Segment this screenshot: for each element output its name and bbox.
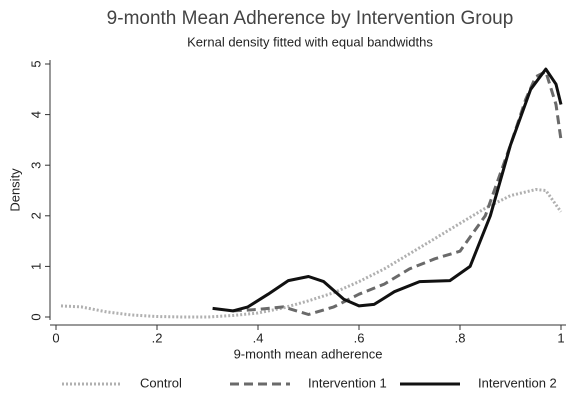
x-tick-label: .2 xyxy=(152,330,163,345)
y-tick-label: 4 xyxy=(28,111,43,118)
y-tick-label: 3 xyxy=(28,162,43,169)
series-line xyxy=(232,70,563,316)
legend-label: Control xyxy=(140,375,182,390)
series-line xyxy=(212,67,563,313)
chart-subtitle: Kernal density fitted with equal bandwid… xyxy=(187,34,433,49)
x-axis-label: 9-month mean adherence xyxy=(234,346,383,361)
series-line xyxy=(60,188,563,319)
x-tick-label: .8 xyxy=(455,330,466,345)
legend-label: Intervention 1 xyxy=(308,375,387,390)
y-tick-label: 2 xyxy=(28,212,43,219)
y-tick-label: 0 xyxy=(28,313,43,320)
y-tick-label: 5 xyxy=(28,60,43,67)
x-tick-label: 1 xyxy=(557,330,564,345)
chart-title: 9-month Mean Adherence by Intervention G… xyxy=(107,8,514,29)
legend-label: Intervention 2 xyxy=(478,375,557,390)
y-axis-label: Density xyxy=(7,168,22,212)
y-tick-label: 1 xyxy=(28,263,43,270)
x-tick-label: .4 xyxy=(253,330,264,345)
x-tick-label: .6 xyxy=(354,330,365,345)
x-tick-label: 0 xyxy=(52,330,59,345)
